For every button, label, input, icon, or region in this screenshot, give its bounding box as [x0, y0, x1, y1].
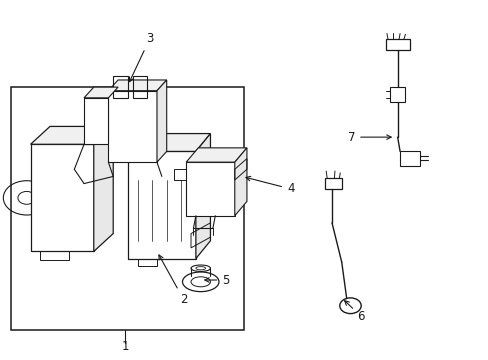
Bar	[389, 87, 404, 102]
Polygon shape	[108, 91, 157, 162]
Ellipse shape	[182, 272, 219, 292]
Polygon shape	[234, 148, 246, 216]
Circle shape	[339, 298, 361, 314]
Bar	[132, 139, 144, 152]
Polygon shape	[94, 126, 113, 251]
Bar	[324, 178, 341, 189]
Bar	[171, 139, 183, 152]
Ellipse shape	[191, 265, 210, 271]
Bar	[212, 184, 224, 202]
Text: 5: 5	[204, 274, 229, 287]
Polygon shape	[196, 134, 210, 258]
Text: 3: 3	[129, 32, 153, 82]
Polygon shape	[30, 126, 113, 144]
Text: 7: 7	[347, 131, 390, 144]
Polygon shape	[186, 162, 234, 216]
Bar	[152, 139, 164, 152]
Text: 4: 4	[245, 176, 294, 195]
Text: 1: 1	[122, 340, 129, 353]
Polygon shape	[84, 98, 108, 144]
Polygon shape	[186, 148, 246, 162]
Polygon shape	[30, 144, 94, 251]
Polygon shape	[157, 80, 166, 162]
Polygon shape	[108, 80, 166, 91]
Polygon shape	[84, 87, 118, 98]
Bar	[11, 87, 244, 330]
Polygon shape	[127, 134, 210, 152]
Text: 6: 6	[344, 301, 364, 323]
Bar	[399, 152, 419, 166]
Bar	[193, 184, 205, 202]
Polygon shape	[127, 152, 196, 258]
Bar	[385, 39, 409, 50]
Text: 2: 2	[159, 255, 187, 306]
